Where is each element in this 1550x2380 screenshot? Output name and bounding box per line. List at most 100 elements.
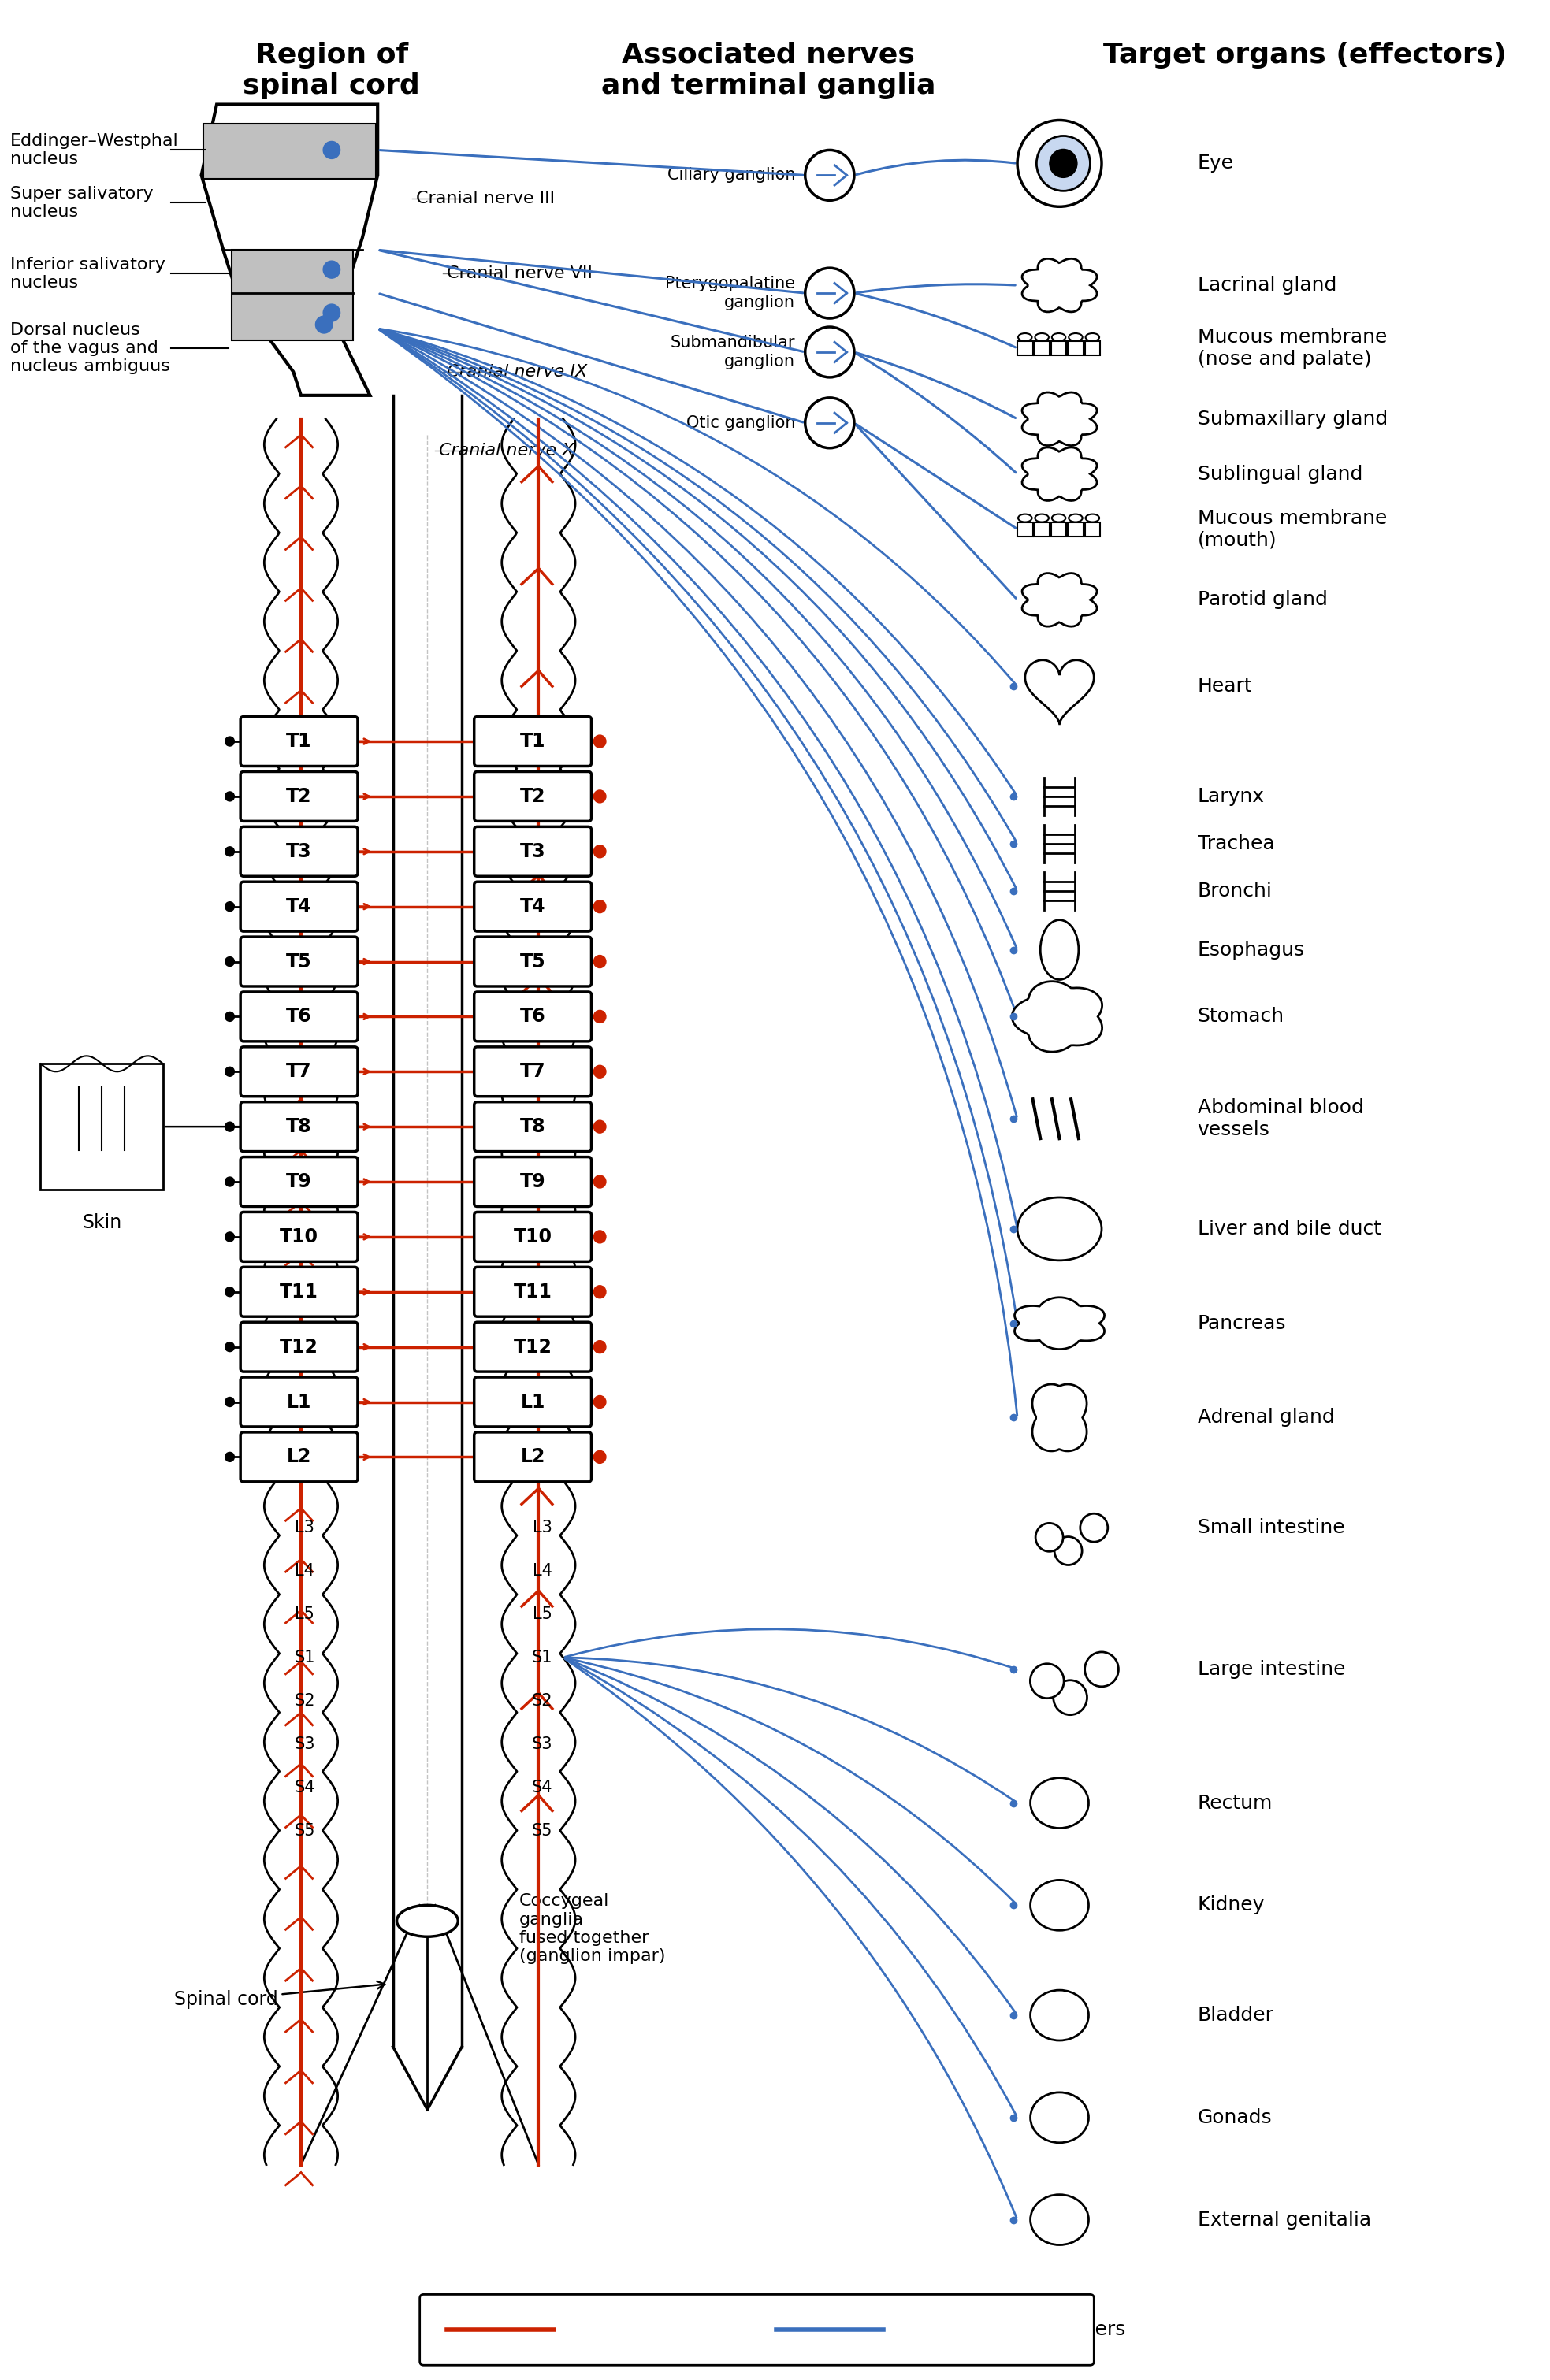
Circle shape [225,738,234,745]
FancyBboxPatch shape [474,771,592,821]
FancyBboxPatch shape [240,771,358,821]
FancyBboxPatch shape [474,716,592,766]
Circle shape [225,847,234,857]
Text: T8: T8 [287,1116,312,1135]
Circle shape [804,326,854,378]
FancyBboxPatch shape [240,1157,358,1207]
Text: L1: L1 [521,1392,546,1411]
FancyBboxPatch shape [240,1378,358,1426]
Text: Large intestine: Large intestine [1198,1659,1345,1678]
Text: T6: T6 [287,1007,312,1026]
Text: Esophagus: Esophagus [1198,940,1305,959]
FancyBboxPatch shape [474,881,592,931]
Text: Sympathetic fibers: Sympathetic fibers [569,2320,755,2340]
Bar [1017,521,1032,536]
FancyBboxPatch shape [240,938,358,985]
Text: L3: L3 [294,1521,315,1535]
Text: T7: T7 [519,1061,546,1081]
Text: T12: T12 [513,1338,552,1357]
FancyBboxPatch shape [240,1266,358,1316]
Text: Trachea: Trachea [1198,833,1274,852]
FancyBboxPatch shape [240,1047,358,1097]
Bar [1068,340,1083,355]
Ellipse shape [397,1906,459,1937]
Circle shape [1049,150,1077,178]
Circle shape [804,269,854,319]
Text: S1: S1 [294,1649,315,1666]
Text: Cranial nerve VII: Cranial nerve VII [446,267,592,281]
Text: T9: T9 [519,1173,546,1192]
Circle shape [594,1230,606,1242]
Ellipse shape [1018,333,1032,340]
FancyBboxPatch shape [474,1433,592,1483]
Circle shape [225,1233,234,1242]
FancyBboxPatch shape [474,826,592,876]
Circle shape [594,1452,606,1464]
Text: T1: T1 [287,733,312,750]
Circle shape [1035,1523,1063,1552]
Circle shape [225,1012,234,1021]
Circle shape [594,1176,606,1188]
Text: S3: S3 [532,1735,553,1752]
Ellipse shape [1068,514,1082,521]
Text: T6: T6 [519,1007,546,1026]
Circle shape [594,954,606,969]
Text: T2: T2 [287,788,312,807]
Text: T8: T8 [519,1116,546,1135]
Ellipse shape [1031,1880,1088,1930]
Text: Stomach: Stomach [1198,1007,1285,1026]
Ellipse shape [1017,1197,1102,1261]
Circle shape [594,845,606,857]
Text: Cranial nerve X: Cranial nerve X [439,443,574,459]
Bar [1085,340,1100,355]
Text: L5: L5 [533,1607,552,1623]
Text: T10: T10 [513,1228,552,1247]
Text: Pancreas: Pancreas [1198,1314,1286,1333]
Circle shape [804,397,854,447]
Bar [1017,340,1032,355]
Circle shape [1085,1652,1119,1687]
Text: S4: S4 [294,1780,315,1795]
Text: Larynx: Larynx [1198,788,1265,807]
Ellipse shape [1035,333,1049,340]
Text: Liver and bile duct: Liver and bile duct [1198,1219,1381,1238]
Text: Bladder: Bladder [1198,2006,1274,2025]
Ellipse shape [1031,1778,1088,1828]
FancyBboxPatch shape [240,1433,358,1483]
Text: Target organs (effectors): Target organs (effectors) [1104,40,1507,69]
Text: S2: S2 [294,1692,315,1709]
Text: Cranial nerve IX: Cranial nerve IX [446,364,587,381]
Text: T3: T3 [519,843,546,862]
Text: Heart: Heart [1198,676,1252,695]
Polygon shape [232,250,353,340]
Text: Otic ganglion: Otic ganglion [687,414,795,431]
Text: Ciliary ganglion: Ciliary ganglion [666,167,795,183]
FancyBboxPatch shape [240,716,358,766]
Polygon shape [1021,574,1097,626]
Text: Mucous membrane
(nose and palate): Mucous membrane (nose and palate) [1198,328,1387,369]
Text: S5: S5 [294,1823,315,1837]
Circle shape [225,1066,234,1076]
Text: Abdominal blood
vessels: Abdominal blood vessels [1198,1100,1364,1140]
Text: Sublingual gland: Sublingual gland [1198,464,1362,483]
Text: Adrenal gland: Adrenal gland [1198,1409,1335,1428]
Text: T10: T10 [279,1228,318,1247]
Bar [1034,521,1049,536]
Polygon shape [1015,1297,1105,1349]
FancyBboxPatch shape [474,1211,592,1261]
Circle shape [594,1121,606,1133]
Ellipse shape [1035,514,1049,521]
Text: S3: S3 [294,1735,315,1752]
Text: Lacrinal gland: Lacrinal gland [1198,276,1336,295]
Polygon shape [1012,981,1102,1052]
Text: Skin: Skin [82,1214,121,1233]
Text: T12: T12 [281,1338,318,1357]
FancyBboxPatch shape [474,1323,592,1371]
Circle shape [324,262,339,278]
Polygon shape [1021,393,1097,445]
Text: Submaxillary gland: Submaxillary gland [1198,409,1387,428]
Ellipse shape [1040,921,1079,981]
Text: Parasympathetic fibers: Parasympathetic fibers [899,2320,1125,2340]
Ellipse shape [1052,514,1066,521]
Circle shape [1031,1664,1063,1699]
